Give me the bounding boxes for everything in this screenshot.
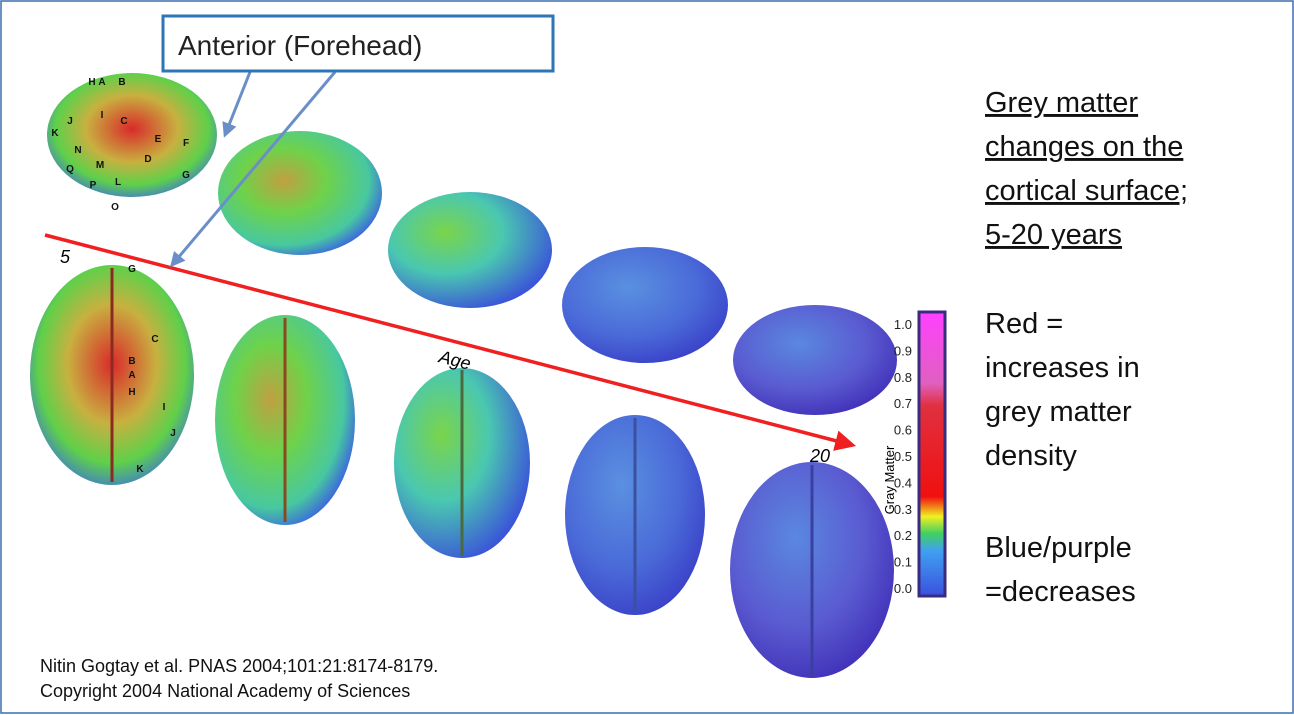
age-start: 5 <box>60 247 71 267</box>
region-label: B <box>118 77 125 88</box>
colorbar-title: Gray Matter <box>882 445 897 514</box>
colorbar-tick-label: 0.2 <box>894 528 912 543</box>
region-label: D <box>144 154 151 165</box>
colorbar-tick-label: 0.1 <box>894 555 912 570</box>
callout-arrow <box>225 72 250 135</box>
note-line: changes on the <box>985 131 1183 163</box>
callout-label: Anterior (Forehead) <box>178 30 422 61</box>
note-line: cortical surface; <box>985 175 1188 207</box>
colorbar <box>919 312 945 596</box>
region-label: I <box>101 110 104 121</box>
region-label: H <box>128 387 135 398</box>
notes: Grey matter changes on the cortical surfac… <box>985 87 1188 608</box>
region-label: A <box>98 77 105 88</box>
note-line: increases in <box>985 352 1140 384</box>
region-label: P <box>90 180 97 191</box>
region-label: K <box>136 464 144 475</box>
region-label: F <box>183 138 189 149</box>
region-label: H <box>88 77 95 88</box>
note-line: Red = <box>985 308 1063 340</box>
citation-line: Copyright 2004 National Academy of Scien… <box>40 681 410 701</box>
region-label: L <box>115 177 121 188</box>
brain-lateral <box>218 131 382 255</box>
region-label: J <box>170 428 176 439</box>
brain-lateral <box>388 192 552 308</box>
region-label: G <box>182 170 190 181</box>
region-label: O <box>111 202 119 213</box>
colorbar-tick-label: 1.0 <box>894 317 912 332</box>
colorbar-tick-label: 0.0 <box>894 581 912 596</box>
note-line: Grey matter <box>985 87 1138 119</box>
region-label: N <box>74 145 81 156</box>
colorbar-tick-label: 0.8 <box>894 370 912 385</box>
region-label: G <box>128 264 136 275</box>
note-line: Blue/purple <box>985 532 1132 564</box>
note-line: grey matter <box>985 396 1132 428</box>
region-label: E <box>155 134 162 145</box>
slide: HABICEFJKNDQMGPLO GCBAHIJK 5 20 Age Ante… <box>0 0 1294 715</box>
region-label: C <box>120 116 127 127</box>
note-line: =decreases <box>985 576 1136 608</box>
citation: Nitin Gogtay et al. PNAS 2004;101:21:817… <box>40 656 438 701</box>
region-label: K <box>51 128 59 139</box>
region-label: J <box>67 116 73 127</box>
age-end: 20 <box>809 446 830 466</box>
region-label: I <box>163 402 166 413</box>
colorbar-tick-label: 0.6 <box>894 423 912 438</box>
note-line: density <box>985 440 1077 472</box>
colorbar-tick-label: 0.7 <box>894 396 912 411</box>
region-label: B <box>128 356 135 367</box>
brain-lateral <box>47 73 217 197</box>
age-label: Age <box>436 346 473 373</box>
region-label: A <box>128 370 135 381</box>
region-label: Q <box>66 164 74 175</box>
brain-lateral <box>733 305 897 415</box>
brain-lateral <box>562 247 728 363</box>
region-label: C <box>151 334 158 345</box>
region-label: M <box>96 160 104 171</box>
note-line: 5-20 years <box>985 219 1122 251</box>
colorbar-tick-label: 0.9 <box>894 343 912 358</box>
citation-line: Nitin Gogtay et al. PNAS 2004;101:21:817… <box>40 656 438 676</box>
